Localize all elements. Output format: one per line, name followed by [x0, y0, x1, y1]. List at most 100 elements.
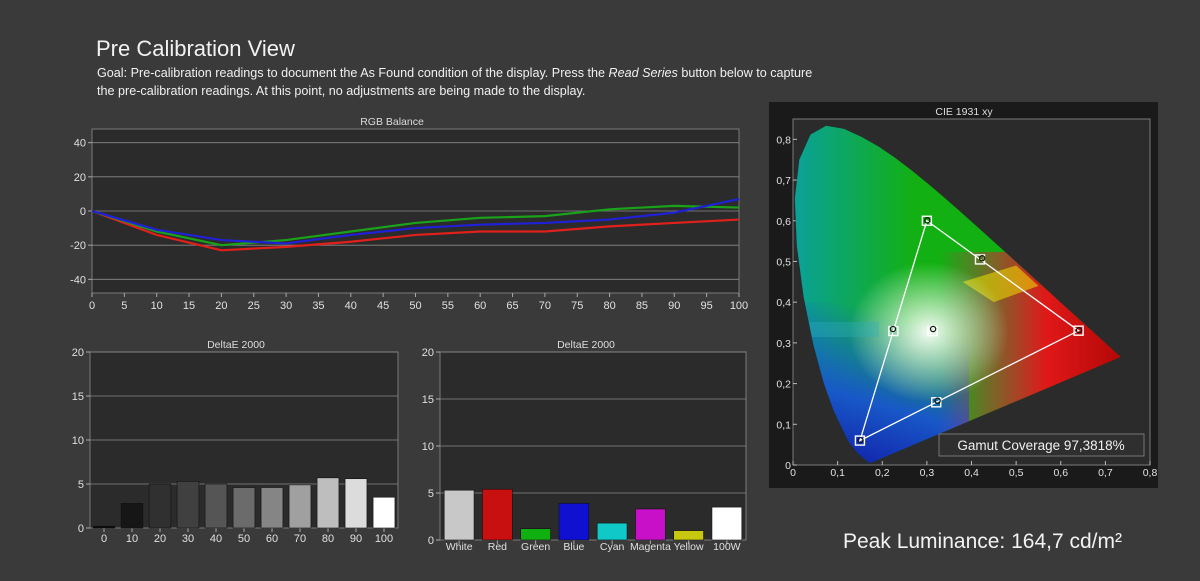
measured-blue	[857, 436, 864, 444]
bar-20	[148, 483, 172, 529]
x-tick-label: Red	[488, 541, 507, 553]
x-tick-label: Green	[521, 541, 550, 553]
x-tick-label: 90	[668, 300, 680, 312]
x-tick-label: Cyan	[600, 541, 625, 553]
x-tick-label: Blue	[563, 541, 584, 553]
x-tick-label: 0	[790, 467, 796, 479]
x-tick-label: 45	[377, 300, 389, 312]
x-tick-label: 85	[636, 300, 648, 312]
measured-red	[1075, 327, 1083, 334]
target-red	[1073, 325, 1084, 336]
x-tick-label: White	[446, 541, 473, 553]
y-tick-label: 15	[72, 391, 84, 403]
bar-50	[232, 487, 256, 529]
y-tick-label: 15	[422, 394, 434, 406]
y-tick-label: 0	[428, 535, 434, 547]
chart-title: RGB Balance	[360, 116, 424, 128]
rgb-balance-chart: RGB Balance 40 20 0 -20 -40 0 5 10 15 20 25 30 35 40 4…	[70, 116, 748, 312]
y-tick-label: -40	[70, 274, 86, 286]
x-tick-label: 20	[154, 533, 166, 545]
x-tick-label: 40	[345, 300, 357, 312]
x-tick-label: 15	[183, 300, 195, 312]
bar-100	[372, 496, 396, 529]
x-tick-label: 30	[182, 533, 194, 545]
bar-100w	[711, 506, 743, 541]
x-tick-label: 55	[442, 300, 454, 312]
y-tick-label: 20	[74, 172, 86, 184]
bar-60	[260, 487, 284, 529]
blue-line	[91, 197, 740, 245]
gamut-coverage-box	[938, 433, 1145, 457]
bar-10	[120, 503, 144, 529]
bar-80	[316, 477, 340, 529]
gamut-coverage-label: Gamut Coverage 97,3818%	[957, 438, 1124, 453]
bar-red	[482, 488, 513, 541]
read-series-emphasis: Read Series	[608, 66, 678, 80]
x-tick-label: 70	[539, 300, 551, 312]
bar-0	[92, 525, 116, 529]
measured-yellow	[979, 255, 986, 262]
x-tick-label: 80	[603, 300, 615, 312]
target-blue	[854, 435, 866, 446]
x-tick-label: 25	[248, 300, 260, 312]
gamut-triangle	[858, 219, 1080, 442]
x-tick-label: 75	[571, 300, 583, 312]
y-tick-label: 0,2	[776, 379, 791, 391]
bar-cyan	[596, 522, 628, 541]
measured-green	[924, 217, 931, 224]
x-tick-label: 95	[701, 300, 713, 312]
goal-suffix: button below to capture the pre-calibrat…	[97, 66, 813, 98]
x-tick-label: 90	[350, 533, 362, 545]
chart-title: DeltaE 2000	[557, 339, 615, 351]
x-tick-label: 0,8	[1143, 467, 1158, 479]
x-tick-label: 0,7	[1098, 467, 1113, 479]
y-tick-label: 0,6	[776, 216, 791, 228]
page-title: Pre Calibration View	[96, 36, 295, 61]
y-tick-label: 5	[78, 479, 84, 491]
y-tick-label: 0,4	[776, 297, 791, 309]
x-tick-label: 100	[730, 300, 748, 312]
measured-magenta	[934, 397, 941, 404]
peak-luminance: Peak Luminance: 164,7 cd/m²	[843, 530, 1122, 553]
cie-1931-xy-chart: CIE 1931 xy 0 0,1 0,2 0,3 0,4 0,5 0,6 0,7 0,8 0,8…	[776, 106, 1158, 479]
y-tick-label: 40	[74, 138, 86, 150]
x-tick-label: Magenta	[630, 541, 671, 553]
chart-title: DeltaE 2000	[207, 339, 265, 351]
red-line	[91, 209, 740, 252]
x-tick-label: 50	[409, 300, 421, 312]
x-tick-label: Yellow	[674, 541, 704, 553]
y-tick-label: 5	[428, 488, 434, 500]
x-tick-label: 70	[294, 533, 306, 545]
x-tick-label: 40	[210, 533, 222, 545]
bar-white	[443, 489, 475, 541]
x-tick-label: 0,2	[875, 467, 890, 479]
y-tick-label: 10	[422, 441, 434, 453]
goal-prefix: Goal: Pre-calibration readings to docume…	[97, 66, 609, 80]
bar-70	[288, 484, 312, 529]
x-tick-label: 65	[506, 300, 518, 312]
measured-cyan	[889, 325, 897, 333]
y-tick-label: 0,7	[776, 175, 791, 187]
x-tick-label: 0,5	[1009, 467, 1024, 479]
bar-30	[176, 481, 200, 529]
y-tick-label: -20	[70, 240, 86, 252]
y-tick-label: 0,1	[776, 419, 791, 431]
x-tick-label: 80	[322, 533, 334, 545]
bar-yellow	[673, 530, 704, 541]
x-tick-label: 10	[151, 300, 163, 312]
x-tick-label: 60	[474, 300, 486, 312]
x-tick-label: 0,4	[964, 467, 979, 479]
y-tick-label: 0,3	[776, 338, 791, 350]
chart-title: CIE 1931 xy	[935, 106, 993, 118]
deltae-color-chart: DeltaE 2000 20 15 10 5 0 White Red Green Blue Cya…	[422, 339, 747, 553]
y-tick-label: 0,8	[776, 134, 791, 146]
x-tick-label: 10	[126, 533, 138, 545]
bar-40	[204, 483, 228, 529]
y-tick-label: 20	[422, 347, 434, 359]
x-tick-label: 0	[101, 533, 107, 545]
y-tick-label: 0,5	[776, 256, 791, 268]
x-tick-label: 30	[280, 300, 292, 312]
green-line	[91, 204, 740, 247]
y-tick-label: 0	[78, 523, 84, 535]
x-tick-label: 35	[312, 300, 324, 312]
